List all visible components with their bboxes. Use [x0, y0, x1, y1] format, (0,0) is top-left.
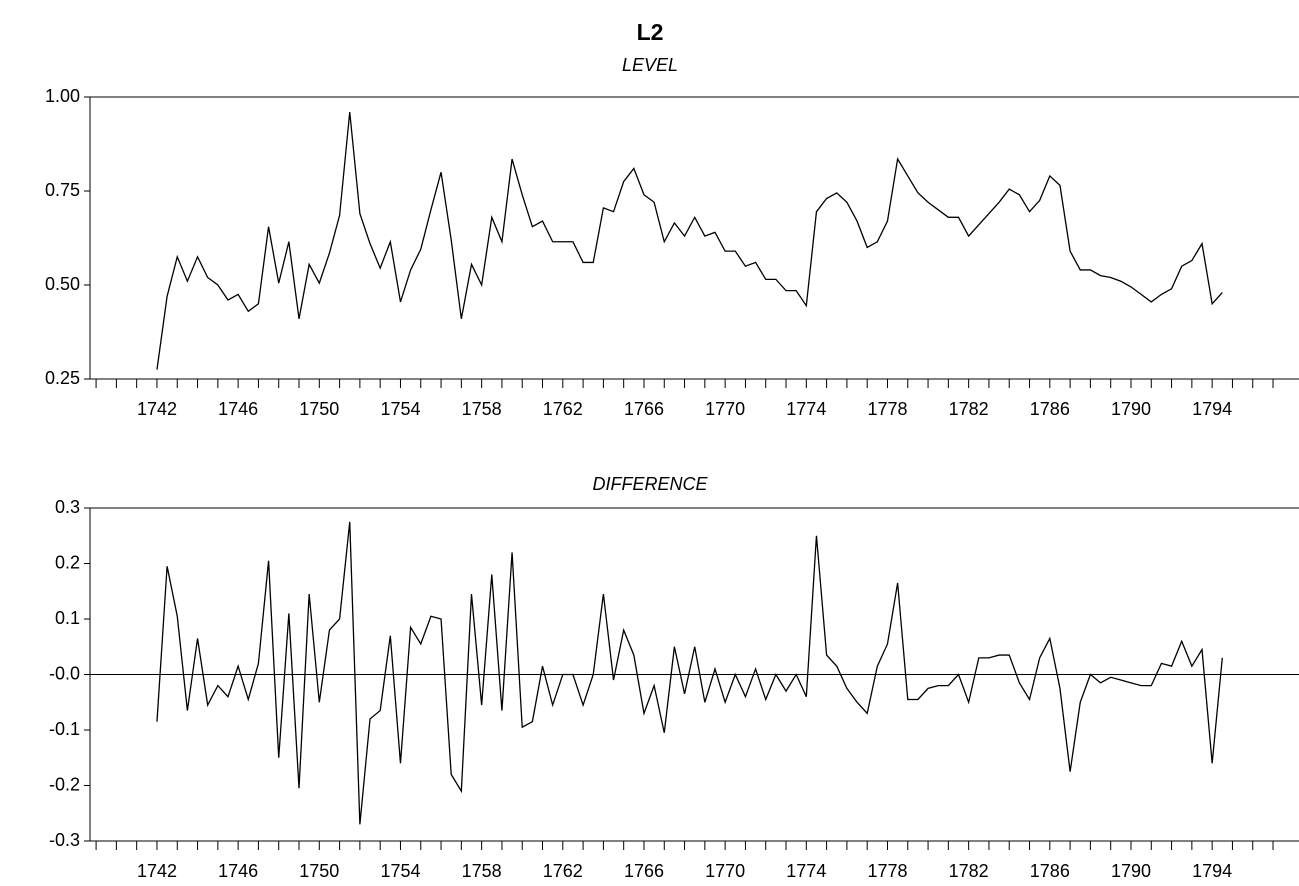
- x-tick-label: 1746: [218, 861, 258, 881]
- x-tick-label: 1750: [299, 399, 339, 419]
- y-tick-label: 0.50: [45, 274, 80, 294]
- x-tick-label: 1794: [1192, 399, 1232, 419]
- x-tick-label: 1746: [218, 399, 258, 419]
- x-tick-label: 1790: [1111, 861, 1151, 881]
- panel-title: DIFFERENCE: [592, 474, 708, 494]
- y-tick-label: 0.2: [55, 552, 80, 572]
- data-line: [156, 111, 1223, 370]
- x-tick-label: 1766: [624, 399, 664, 419]
- x-tick-label: 1770: [705, 861, 745, 881]
- y-tick-label: 0.1: [55, 608, 80, 628]
- y-tick-label: -0.2: [49, 774, 80, 794]
- x-tick-label: 1742: [137, 861, 177, 881]
- x-tick-label: 1778: [867, 861, 907, 881]
- x-tick-label: 1790: [1111, 399, 1151, 419]
- y-tick-label: -0.0: [49, 663, 80, 683]
- x-tick-label: 1786: [1030, 399, 1070, 419]
- y-tick-label: -0.3: [49, 830, 80, 850]
- x-tick-label: 1786: [1030, 861, 1070, 881]
- y-tick-label: 0.3: [55, 497, 80, 517]
- x-tick-label: 1754: [380, 861, 420, 881]
- x-tick-label: 1762: [543, 861, 583, 881]
- x-tick-label: 1782: [949, 399, 989, 419]
- x-tick-label: 1766: [624, 861, 664, 881]
- x-tick-label: 1770: [705, 399, 745, 419]
- figure-title: L2: [637, 19, 664, 45]
- x-tick-label: 1774: [786, 399, 826, 419]
- y-tick-label: 0.25: [45, 368, 80, 388]
- x-tick-label: 1762: [543, 399, 583, 419]
- x-tick-label: 1794: [1192, 861, 1232, 881]
- x-tick-label: 1774: [786, 861, 826, 881]
- panel-title: LEVEL: [622, 55, 678, 75]
- data-line: [156, 521, 1223, 825]
- x-tick-label: 1782: [949, 861, 989, 881]
- y-tick-label: 0.75: [45, 180, 80, 200]
- x-tick-label: 1754: [380, 399, 420, 419]
- x-tick-label: 1750: [299, 861, 339, 881]
- x-tick-label: 1758: [462, 399, 502, 419]
- x-tick-label: 1758: [462, 861, 502, 881]
- x-tick-label: 1742: [137, 399, 177, 419]
- x-tick-label: 1778: [867, 399, 907, 419]
- y-tick-label: 1.00: [45, 86, 80, 106]
- y-tick-label: -0.1: [49, 719, 80, 739]
